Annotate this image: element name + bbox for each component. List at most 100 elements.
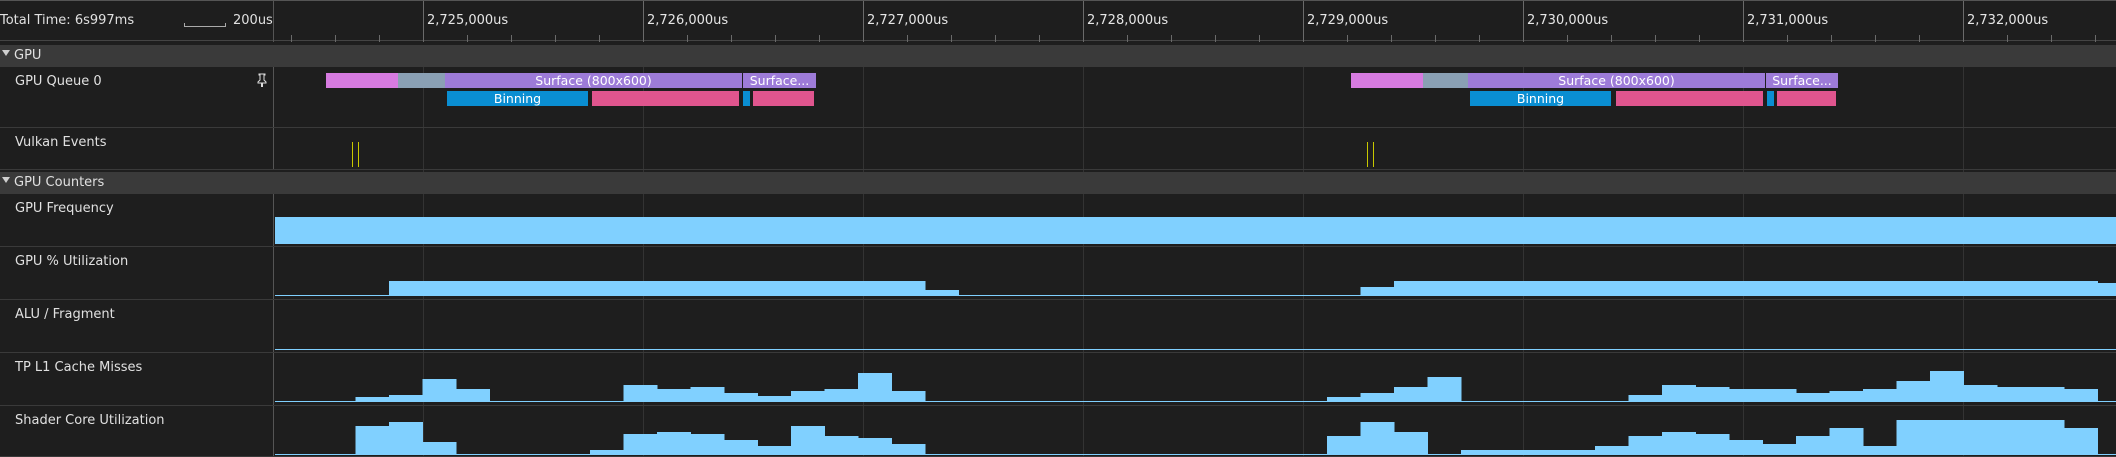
track-divider <box>273 300 274 352</box>
counter-bar <box>1863 446 1897 454</box>
grid-line <box>643 67 644 457</box>
tick-minor <box>775 35 776 42</box>
track-gpu-frequency[interactable]: GPU Frequency <box>0 194 2116 247</box>
track-divider <box>273 353 274 405</box>
rendering-slice-small[interactable] <box>1777 91 1836 106</box>
counter-bar <box>1863 389 1897 401</box>
counter-bar <box>690 387 725 401</box>
grid-line <box>1523 67 1524 457</box>
binning-slice-small[interactable] <box>1767 91 1774 106</box>
alu-baseline <box>275 349 2116 350</box>
counter-bar <box>1427 281 1462 295</box>
utilization-area <box>275 281 2116 296</box>
counter-bar <box>1762 281 1797 295</box>
counter-bar <box>1662 432 1696 454</box>
counter-bar <box>1595 281 1629 295</box>
counter-bar <box>355 397 390 401</box>
tick-minor <box>1083 35 1084 42</box>
section-gpu-counters[interactable]: GPU Counters <box>0 172 2116 194</box>
rendering-slice[interactable] <box>1616 91 1763 106</box>
surface-slice-short[interactable]: Surface... <box>1765 73 1838 88</box>
counter-bar <box>1662 385 1696 401</box>
surface-slice[interactable]: Surface (800x600) <box>445 73 742 88</box>
counter-bar <box>657 281 691 295</box>
vulkan-event-marker[interactable] <box>358 142 359 167</box>
track-gpu-utilization[interactable]: GPU % Utilization <box>0 247 2116 300</box>
collapse-caret-icon[interactable] <box>2 50 10 56</box>
counter-bar <box>657 432 691 454</box>
tick-minor <box>2007 35 2008 42</box>
tick-major <box>423 1 424 42</box>
tick-minor <box>2095 35 2096 42</box>
counter-bar <box>355 426 390 454</box>
tick-minor <box>1435 35 1436 42</box>
counter-bar <box>1427 377 1462 401</box>
counter-bar <box>389 395 423 401</box>
pass-slice[interactable] <box>1423 73 1468 88</box>
timeline-ruler[interactable]: Total Time: 6s997ms 200us 2,725,000us 2,7… <box>0 0 2116 42</box>
counter-bar <box>556 281 591 295</box>
pass-slice[interactable] <box>398 73 445 88</box>
counter-bar <box>590 450 624 454</box>
tick-minor <box>2051 35 2052 42</box>
counter-bar <box>1729 389 1763 401</box>
collapse-caret-icon[interactable] <box>2 177 10 183</box>
counter-bar <box>422 442 457 454</box>
vulkan-event-marker[interactable] <box>352 142 353 167</box>
tick-minor <box>423 35 424 42</box>
counter-bar <box>1729 281 1763 295</box>
counter-bar <box>1896 420 1931 454</box>
counter-bar <box>1963 281 1998 295</box>
track-label: GPU Queue 0 <box>15 74 102 89</box>
grid-line <box>1083 67 1084 457</box>
render-slice[interactable] <box>1351 73 1423 88</box>
tick-label: 2,730,000us <box>1527 13 1609 28</box>
track-divider <box>273 128 274 169</box>
tick-major <box>643 1 644 42</box>
section-title: GPU Counters <box>14 175 105 190</box>
counter-bar <box>757 396 792 401</box>
counter-bar <box>1829 281 1864 295</box>
section-title: GPU <box>14 48 42 63</box>
tick-minor <box>511 35 512 42</box>
binning-slice-small[interactable] <box>743 91 750 106</box>
counter-bar <box>1729 440 1763 454</box>
counter-bar <box>1394 281 1428 295</box>
track-alu-fragment[interactable]: ALU / Fragment <box>0 300 2116 353</box>
track-divider <box>273 194 274 246</box>
counter-bar <box>456 281 490 295</box>
section-gpu[interactable]: GPU <box>0 45 2116 67</box>
tick-minor <box>819 35 820 42</box>
counter-bar <box>1561 450 1596 454</box>
tick-label: 2,732,000us <box>1967 13 2049 28</box>
counter-bar <box>1561 281 1596 295</box>
track-tp-l1-cache-misses[interactable]: TP L1 Cache Misses <box>0 353 2116 406</box>
track-vulkan-events[interactable]: Vulkan Events <box>0 128 2116 170</box>
binning-slice[interactable]: Binning <box>1470 91 1611 106</box>
counter-baseline <box>275 401 2116 402</box>
tick-minor <box>907 35 908 42</box>
tick-label: 2,726,000us <box>647 13 729 28</box>
counter-bar <box>858 438 892 454</box>
track-shader-core-utilization[interactable]: Shader Core Utilization <box>0 406 2116 457</box>
binning-slice[interactable]: Binning <box>447 91 588 106</box>
render-slice[interactable] <box>326 73 398 88</box>
rendering-slice[interactable] <box>592 91 739 106</box>
pin-icon[interactable] <box>257 73 267 87</box>
vulkan-event-marker[interactable] <box>1367 142 1368 167</box>
tick-minor <box>335 35 336 42</box>
rendering-slice-small[interactable] <box>753 91 814 106</box>
vulkan-event-marker[interactable] <box>1373 142 1374 167</box>
grid-line <box>1303 67 1304 457</box>
tick-major <box>1743 1 1744 42</box>
counter-bar <box>858 373 892 401</box>
counter-bar <box>590 281 624 295</box>
surface-slice[interactable]: Surface (800x600) <box>1468 73 1765 88</box>
counter-bar <box>523 281 557 295</box>
track-gpu-queue-0[interactable]: GPU Queue 0 <box>0 67 2116 128</box>
counter-bar <box>891 444 926 454</box>
counter-bar <box>1796 436 1830 454</box>
tick-minor <box>1391 35 1392 42</box>
counter-bar <box>757 446 792 454</box>
surface-slice-short[interactable]: Surface... <box>742 73 816 88</box>
